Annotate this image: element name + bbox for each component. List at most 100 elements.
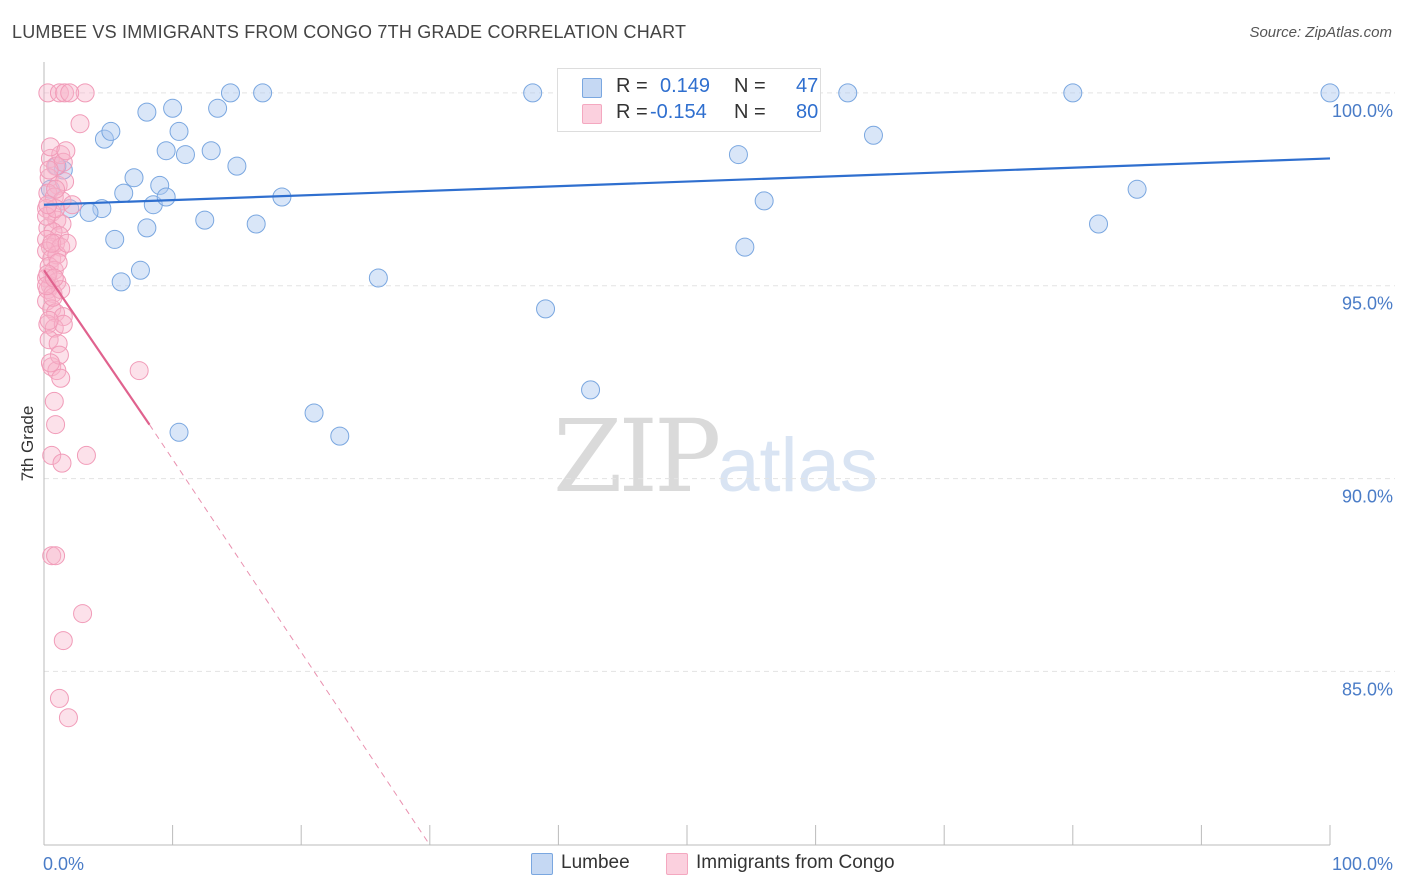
x-tick-label: 0.0%: [43, 854, 84, 874]
data-point: [44, 391, 64, 411]
data-point: [208, 98, 228, 118]
data-point: [523, 83, 543, 103]
data-point: [114, 183, 134, 203]
legend-swatch-congo: [582, 104, 602, 124]
legend-r-value: -0.154: [650, 101, 707, 123]
legend-swatch-lumbee: [582, 78, 602, 98]
data-point: [58, 708, 78, 728]
data-point: [536, 299, 556, 319]
data-point: [201, 141, 221, 161]
data-point: [42, 445, 62, 465]
data-point: [92, 199, 112, 219]
data-point: [304, 403, 324, 423]
bottom-legend-label: Lumbee: [561, 852, 630, 873]
data-point: [49, 688, 69, 708]
data-point: [70, 114, 90, 134]
data-point: [94, 129, 114, 149]
data-point: [163, 98, 183, 118]
data-point: [1127, 179, 1147, 199]
legend-r-label: R =: [616, 75, 648, 97]
data-point: [137, 102, 157, 122]
data-point: [49, 83, 69, 103]
data-point: [55, 83, 75, 103]
data-point: [130, 260, 150, 280]
stats-legend: R = 0.149 N = 47 R = -0.154 N = 80: [557, 68, 821, 132]
y-tick-label: 100.0%: [1332, 101, 1393, 121]
data-point: [175, 145, 195, 165]
bottom-legend-label: Immigrants from Congo: [696, 852, 895, 873]
data-point: [75, 83, 95, 103]
data-point: [227, 156, 247, 176]
data-point: [40, 137, 60, 157]
data-point: [42, 233, 62, 253]
data-point: [169, 422, 189, 442]
source-credit: Source: ZipAtlas.com: [1249, 24, 1392, 41]
trend-lines: [43, 157, 1331, 846]
data-point: [76, 445, 96, 465]
data-point: [51, 145, 71, 165]
data-point: [754, 191, 774, 211]
legend-r-value: 0.149: [660, 75, 711, 97]
data-point: [253, 83, 273, 103]
axes: [43, 62, 1331, 846]
series-congo-points: [37, 83, 149, 728]
data-point: [156, 141, 176, 161]
data-point: [1063, 83, 1083, 103]
chart-title: LUMBEE VS IMMIGRANTS FROM CONGO 7TH GRAD…: [12, 22, 687, 42]
data-point: [581, 380, 601, 400]
data-point: [79, 202, 99, 222]
data-point: [39, 310, 59, 330]
data-point: [39, 160, 59, 180]
data-point: [156, 187, 176, 207]
data-point: [60, 83, 80, 103]
data-point: [124, 168, 144, 188]
data-point: [46, 546, 66, 566]
data-point: [53, 631, 73, 651]
x-tick-label: 100.0%: [1332, 854, 1393, 874]
data-point: [728, 145, 748, 165]
bottom-swatch-lumbee: [531, 853, 553, 875]
watermark-zip: ZIP: [553, 398, 721, 515]
watermark: ZIPatlas: [553, 398, 878, 515]
tick-labels: 100.0% 95.0% 90.0% 85.0% 0.0% 100.0% 7th Grade: [18, 101, 1393, 874]
legend-n-label: N =: [734, 101, 766, 123]
data-point: [46, 415, 66, 435]
y-tick-label: 95.0%: [1342, 294, 1393, 314]
bottom-swatch-congo: [666, 853, 688, 875]
data-point: [195, 210, 215, 230]
data-point: [105, 229, 125, 249]
data-point: [1089, 214, 1109, 234]
trend-line-congo: [43, 269, 151, 426]
data-point: [150, 175, 170, 195]
data-point: [57, 233, 77, 253]
legend-n-value: 47: [796, 75, 819, 97]
data-point: [40, 353, 60, 373]
data-point: [46, 179, 66, 199]
data-point: [111, 272, 131, 292]
series-lumbee-points: [40, 83, 1340, 446]
legend-n-value: 80: [796, 101, 819, 123]
data-point: [101, 121, 121, 141]
data-point: [51, 368, 71, 388]
watermark-atlas: atlas: [717, 423, 878, 508]
legend-n-label: N =: [734, 75, 766, 97]
trend-line-lumbee: [43, 157, 1331, 206]
data-point: [137, 218, 157, 238]
data-point: [38, 83, 58, 103]
data-point: [129, 361, 149, 381]
data-point: [1320, 83, 1340, 103]
y-tick-label: 85.0%: [1342, 679, 1393, 699]
data-point: [73, 604, 93, 624]
y-axis-label: 7th Grade: [18, 406, 37, 482]
y-tick-label: 90.0%: [1342, 487, 1393, 507]
data-point: [735, 237, 755, 257]
data-point: [169, 121, 189, 141]
trend-line-congo-extension: [149, 424, 431, 846]
data-point: [368, 268, 388, 288]
data-point: [53, 314, 73, 334]
data-point: [330, 426, 350, 446]
data-point: [56, 141, 76, 161]
data-point: [51, 280, 71, 300]
data-points: [37, 83, 1340, 728]
data-point: [246, 214, 266, 234]
